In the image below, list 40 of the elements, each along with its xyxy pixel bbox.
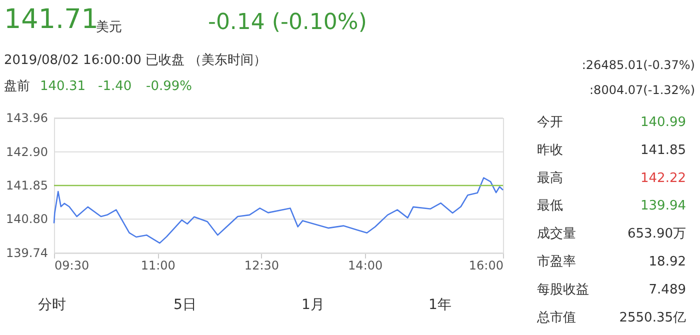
text: 142.22 bbox=[640, 170, 686, 186]
text: 最低 bbox=[537, 198, 563, 214]
text: 分时 bbox=[38, 297, 66, 313]
y-tick-label: 143.96 bbox=[6, 111, 48, 125]
x-tick-label: 16:00 bbox=[468, 258, 504, 272]
text: 成交量 bbox=[537, 226, 576, 242]
text: :26485.01(-0.37%) bbox=[582, 58, 695, 72]
line-series bbox=[53, 177, 504, 244]
text: 每股收益 bbox=[537, 282, 589, 298]
text: 2019/08/02 16:00:00 已收盘 （美东时间） bbox=[4, 52, 267, 68]
y-tick-label: 140.80 bbox=[6, 212, 48, 226]
text: 653.90万 bbox=[628, 226, 686, 242]
text: 美元 bbox=[96, 19, 122, 35]
x-tick-label: 11:00 bbox=[140, 258, 176, 272]
text: 市盈率 bbox=[537, 254, 576, 270]
y-tick-label: 139.74 bbox=[6, 246, 48, 260]
text: 总市值 bbox=[536, 310, 576, 326]
x-tick-label: 12:30 bbox=[244, 258, 280, 272]
y-tick-label: 141.85 bbox=[6, 178, 48, 192]
text: 1月 bbox=[302, 297, 324, 313]
text: 昨收 bbox=[537, 142, 563, 158]
text: 5日 bbox=[174, 297, 196, 313]
text: 1年 bbox=[428, 297, 452, 313]
text: 140.31 bbox=[40, 79, 86, 94]
text: 今开 bbox=[537, 115, 563, 130]
text: 2550.35亿 bbox=[619, 310, 686, 326]
text: 盘前 bbox=[4, 79, 30, 94]
text: -0.14 (-0.10%) bbox=[208, 10, 367, 35]
text: 141.85 bbox=[640, 142, 686, 158]
x-tick-label: 14:00 bbox=[348, 258, 383, 272]
y-tick-label: 142.90 bbox=[6, 144, 48, 159]
text: 7.489 bbox=[648, 282, 686, 298]
x-tick-label: 09:30 bbox=[54, 258, 90, 272]
text: -1.40 bbox=[98, 79, 132, 94]
text: 139.94 bbox=[640, 198, 686, 214]
text: :8004.07(-1.32%) bbox=[590, 83, 695, 97]
text: 140.99 bbox=[640, 115, 686, 130]
text: 最高 bbox=[537, 170, 563, 186]
text: -0.99% bbox=[146, 79, 192, 94]
text: 18.92 bbox=[648, 254, 686, 270]
